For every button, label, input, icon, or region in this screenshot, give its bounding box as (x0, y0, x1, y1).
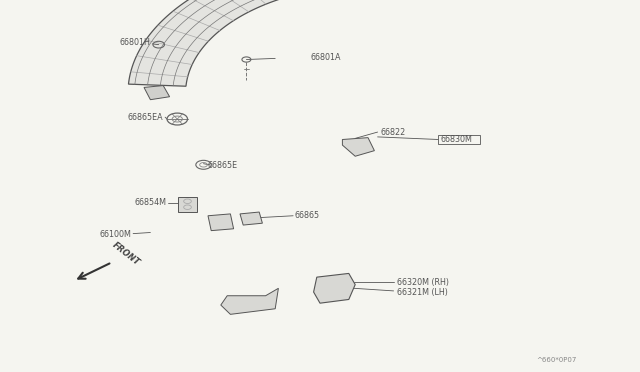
Text: ^660*0P07: ^660*0P07 (536, 357, 577, 363)
Polygon shape (129, 0, 360, 86)
Text: 66830M: 66830M (440, 135, 472, 144)
Text: 66865E: 66865E (208, 161, 238, 170)
Bar (438, 135, 480, 144)
Text: 66801A: 66801A (310, 53, 341, 62)
Polygon shape (144, 86, 170, 100)
Text: 66321M (LH): 66321M (LH) (397, 288, 447, 296)
Polygon shape (240, 212, 262, 225)
Polygon shape (314, 273, 355, 303)
Polygon shape (208, 214, 234, 231)
Text: 66320M (RH): 66320M (RH) (397, 278, 449, 287)
Polygon shape (178, 197, 197, 212)
Text: 66865: 66865 (294, 211, 319, 220)
Polygon shape (221, 288, 278, 314)
Text: 66854M: 66854M (134, 198, 166, 207)
Text: 66801H: 66801H (120, 38, 150, 47)
Polygon shape (342, 138, 374, 156)
Text: FRONT: FRONT (111, 241, 141, 267)
Text: 66830M: 66830M (442, 135, 474, 144)
Text: 66822: 66822 (381, 128, 406, 137)
Text: 66100M: 66100M (99, 230, 131, 239)
Text: 66865EA: 66865EA (127, 113, 163, 122)
